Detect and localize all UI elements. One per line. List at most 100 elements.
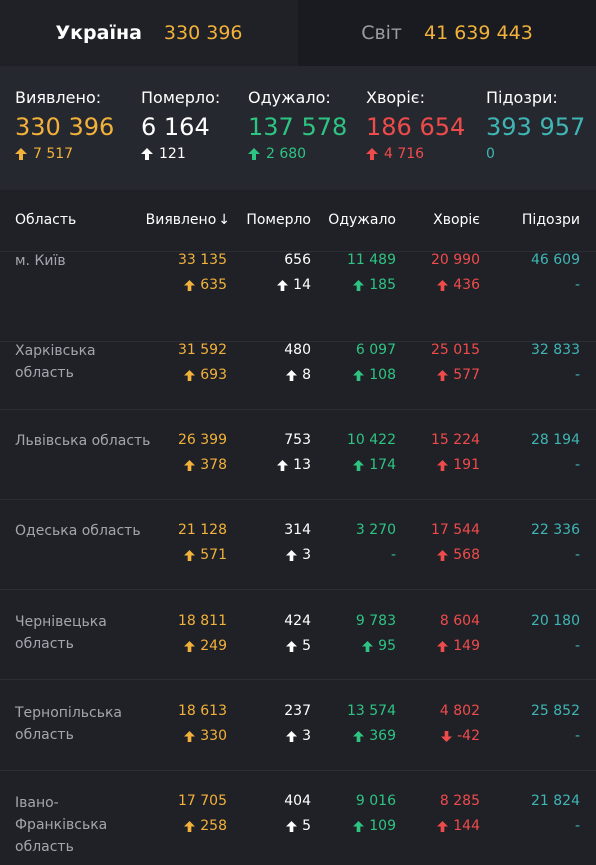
header-detected-label: Виявлено [145,212,217,228]
arrow-up-icon [353,730,365,742]
detected-delta-value: 635 [200,277,227,293]
table-row[interactable]: Львівська область 26 399 378 753 13 10 4… [0,410,596,500]
arrow-up-icon [286,549,298,561]
header-suspected[interactable]: Підозри [521,212,580,228]
stat-suspected-label: Підозри: [486,88,558,107]
died-value: 753 [284,432,311,448]
suspected-value: 46 609 [531,252,580,268]
header-sick[interactable]: Хворіє [433,212,480,228]
stat-recovered-delta-value: 2 680 [266,146,307,162]
recovered-delta: 185 [353,277,396,293]
sick-delta-value: 436 [453,277,480,293]
detected-delta: 258 [184,818,227,834]
arrow-up-icon [184,820,196,832]
died-delta: 13 [277,457,311,473]
tab-ukraine[interactable]: Україна 330 396 [0,0,298,66]
arrow-up-icon [366,148,378,160]
arrow-up-icon [248,148,260,160]
stat-detected-label: Виявлено: [15,88,102,107]
tab-ukraine-value: 330 396 [163,22,243,44]
recovered-delta-value: 109 [369,818,396,834]
died-delta: 3 [286,728,311,744]
stat-suspected: Підозри: 393 957 0 [486,88,585,162]
table-row[interactable]: Харківська область 31 592 693 480 8 6 09… [0,320,596,410]
suspected-value: 28 194 [531,432,580,448]
tab-world-value: 41 639 443 [424,22,533,44]
died-delta-value: 3 [302,547,311,563]
table-row[interactable]: Чернівецька область 18 811 249 424 5 9 7… [0,590,596,680]
died-value: 424 [284,613,311,629]
sick-delta: 577 [437,367,480,383]
recovered-delta-value: 108 [369,367,396,383]
sick-delta: 191 [437,457,480,473]
arrow-up-icon [277,459,289,471]
died-value: 480 [284,342,311,358]
sick-delta-value: 191 [453,457,480,473]
arrow-up-icon [362,640,374,652]
died-delta: 5 [286,818,311,834]
stat-detected-delta: 7 517 [15,146,114,162]
detected-delta-value: 330 [200,728,227,744]
region-name: Чернівецька область [15,614,107,652]
suspected-value: 32 833 [531,342,580,358]
died-delta-value: 14 [293,277,311,293]
tab-world-label: Світ [361,22,402,44]
sick-value: 4 802 [439,703,480,719]
recovered-delta-value: 95 [378,638,396,654]
stat-recovered-value: 137 578 [248,113,348,141]
detected-delta-value: 693 [200,367,227,383]
sick-delta: 144 [437,818,480,834]
sick-delta: 568 [437,547,480,563]
header-died[interactable]: Померло [246,212,311,228]
arrow-up-icon [286,820,298,832]
arrow-up-icon [286,369,298,381]
sick-delta: 149 [437,638,480,654]
table-header: Область Виявлено ↓ Померло Одужало Хворіє… [0,190,596,252]
table-row[interactable]: Івано-Франківська область 17 705 258 404… [0,771,596,861]
suspected-delta: - [574,818,580,834]
arrow-up-icon [353,279,365,291]
arrow-up-icon [184,369,196,381]
arrow-up-icon [286,730,298,742]
stat-sick-value: 186 654 [366,113,466,141]
suspected-value: 20 180 [531,613,580,629]
stat-sick: Хворіє: 186 654 4 716 [366,88,465,162]
table-row[interactable]: м. Київ 33 135 635 656 14 11 489 185 20 … [0,252,596,342]
arrow-up-icon [15,148,27,160]
header-recovered[interactable]: Одужало [328,212,396,228]
sick-value: 8 604 [439,613,480,629]
stat-detected: Виявлено: 330 396 7 517 [15,88,114,162]
died-delta: 14 [277,277,311,293]
died-value: 237 [284,703,311,719]
died-value: 656 [284,252,311,268]
arrow-up-icon [437,369,449,381]
detected-value: 18 613 [178,703,227,719]
stat-detected-value: 330 396 [15,113,115,141]
recovered-delta: 108 [353,367,396,383]
arrow-up-icon [277,279,289,291]
arrow-up-icon [437,549,449,561]
header-detected[interactable]: Виявлено ↓ [146,212,230,228]
table-row[interactable]: Тернопільська область 18 613 330 237 3 1… [0,681,596,771]
recovered-value: 9 016 [355,793,396,809]
stat-died-delta: 121 [141,146,220,162]
recovered-delta: 95 [362,638,396,654]
suspected-value: 25 852 [531,703,580,719]
died-delta-value: 5 [302,818,311,834]
region-name: Івано-Франківська область [15,795,108,855]
detected-value: 33 135 [178,252,227,268]
header-region[interactable]: Область [15,212,77,228]
table-row[interactable]: Одеська область 21 128 571 314 3 3 270 -… [0,500,596,590]
arrow-up-icon [286,640,298,652]
sick-value: 17 544 [431,522,480,538]
arrow-up-icon [353,820,365,832]
sick-delta: -42 [441,728,480,744]
died-delta: 8 [286,367,311,383]
tab-world[interactable]: Світ 41 639 443 [298,0,596,66]
stat-died-value: 6 164 [141,113,210,141]
recovered-value: 11 489 [347,252,396,268]
region-name: Одеська область [15,523,141,539]
detected-delta-value: 258 [200,818,227,834]
arrow-up-icon [184,549,196,561]
arrow-up-icon [184,730,196,742]
